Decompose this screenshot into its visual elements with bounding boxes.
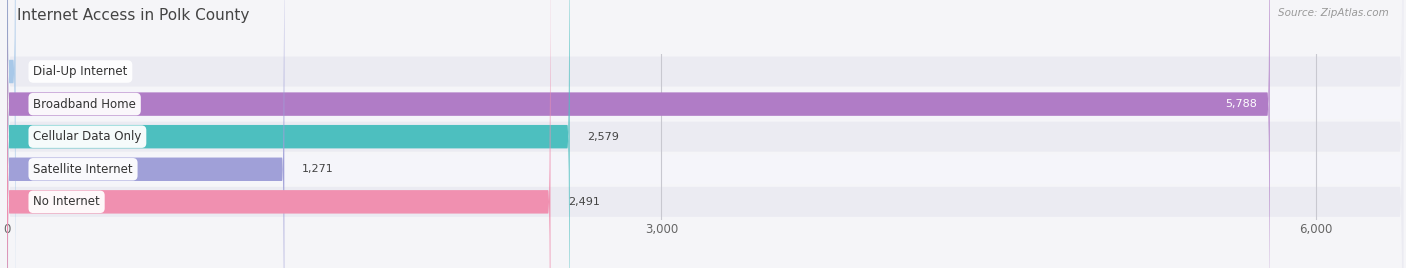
- Text: 2,491: 2,491: [568, 197, 600, 207]
- FancyBboxPatch shape: [7, 0, 1403, 268]
- Text: 5,788: 5,788: [1225, 99, 1257, 109]
- FancyBboxPatch shape: [7, 0, 569, 268]
- Text: Cellular Data Only: Cellular Data Only: [34, 130, 142, 143]
- FancyBboxPatch shape: [7, 0, 1270, 268]
- FancyBboxPatch shape: [7, 0, 284, 268]
- FancyBboxPatch shape: [7, 0, 1403, 268]
- FancyBboxPatch shape: [7, 0, 550, 268]
- FancyBboxPatch shape: [7, 0, 1403, 268]
- Text: 1,271: 1,271: [302, 164, 333, 174]
- Text: Broadband Home: Broadband Home: [34, 98, 136, 111]
- Text: Source: ZipAtlas.com: Source: ZipAtlas.com: [1278, 8, 1389, 18]
- Text: No Internet: No Internet: [34, 195, 100, 208]
- Text: 39: 39: [32, 66, 48, 77]
- FancyBboxPatch shape: [7, 0, 15, 268]
- Text: Satellite Internet: Satellite Internet: [34, 163, 132, 176]
- FancyBboxPatch shape: [7, 0, 1403, 268]
- FancyBboxPatch shape: [7, 0, 1403, 268]
- Text: Dial-Up Internet: Dial-Up Internet: [34, 65, 128, 78]
- Text: 2,579: 2,579: [588, 132, 619, 142]
- Text: Internet Access in Polk County: Internet Access in Polk County: [17, 8, 249, 23]
